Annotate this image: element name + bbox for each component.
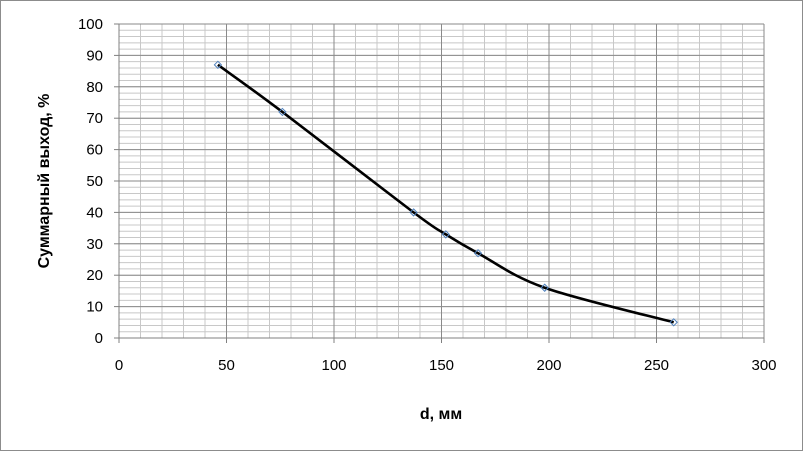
data-point-marker	[441, 230, 451, 239]
x-tick-label: 200	[536, 357, 561, 374]
x-tick-label: 100	[321, 357, 346, 374]
y-tick-label: 70	[86, 110, 103, 127]
x-tick-label: 0	[115, 357, 123, 374]
y-tick-label: 100	[78, 16, 103, 33]
y-tick-label: 80	[86, 79, 103, 96]
x-axis-title: d, мм	[420, 406, 462, 423]
y-tick-labels: 0 10 20 30 40 50 60 70 80 90 100	[78, 16, 103, 347]
y-tick-label: 60	[86, 142, 103, 159]
y-tick-label: 40	[86, 204, 103, 221]
y-tick-label: 30	[86, 236, 103, 253]
grid	[118, 23, 765, 339]
x-tick-labels: 0 50 100 150 200 250 300	[115, 357, 777, 374]
data-point-marker	[213, 60, 223, 70]
y-tick-label: 50	[86, 173, 103, 190]
y-tick-label: 10	[86, 299, 103, 316]
x-tick-label: 150	[429, 357, 454, 374]
y-tick-label: 20	[86, 267, 103, 284]
axes	[114, 23, 765, 343]
y-tick-label: 90	[86, 47, 103, 64]
x-tick-label: 250	[644, 357, 669, 374]
x-tick-label: 50	[218, 357, 235, 374]
data-point-marker	[409, 208, 418, 217]
y-axis-title: Суммарный выход, %	[36, 94, 53, 269]
data-point-marker	[278, 107, 287, 117]
x-tick-label: 300	[751, 357, 776, 374]
data-point-marker	[669, 318, 678, 327]
series-line	[217, 63, 675, 324]
series-group	[213, 60, 678, 327]
data-point-marker	[473, 249, 483, 258]
y-tick-label: 0	[95, 330, 103, 347]
data-point-marker	[540, 283, 549, 292]
